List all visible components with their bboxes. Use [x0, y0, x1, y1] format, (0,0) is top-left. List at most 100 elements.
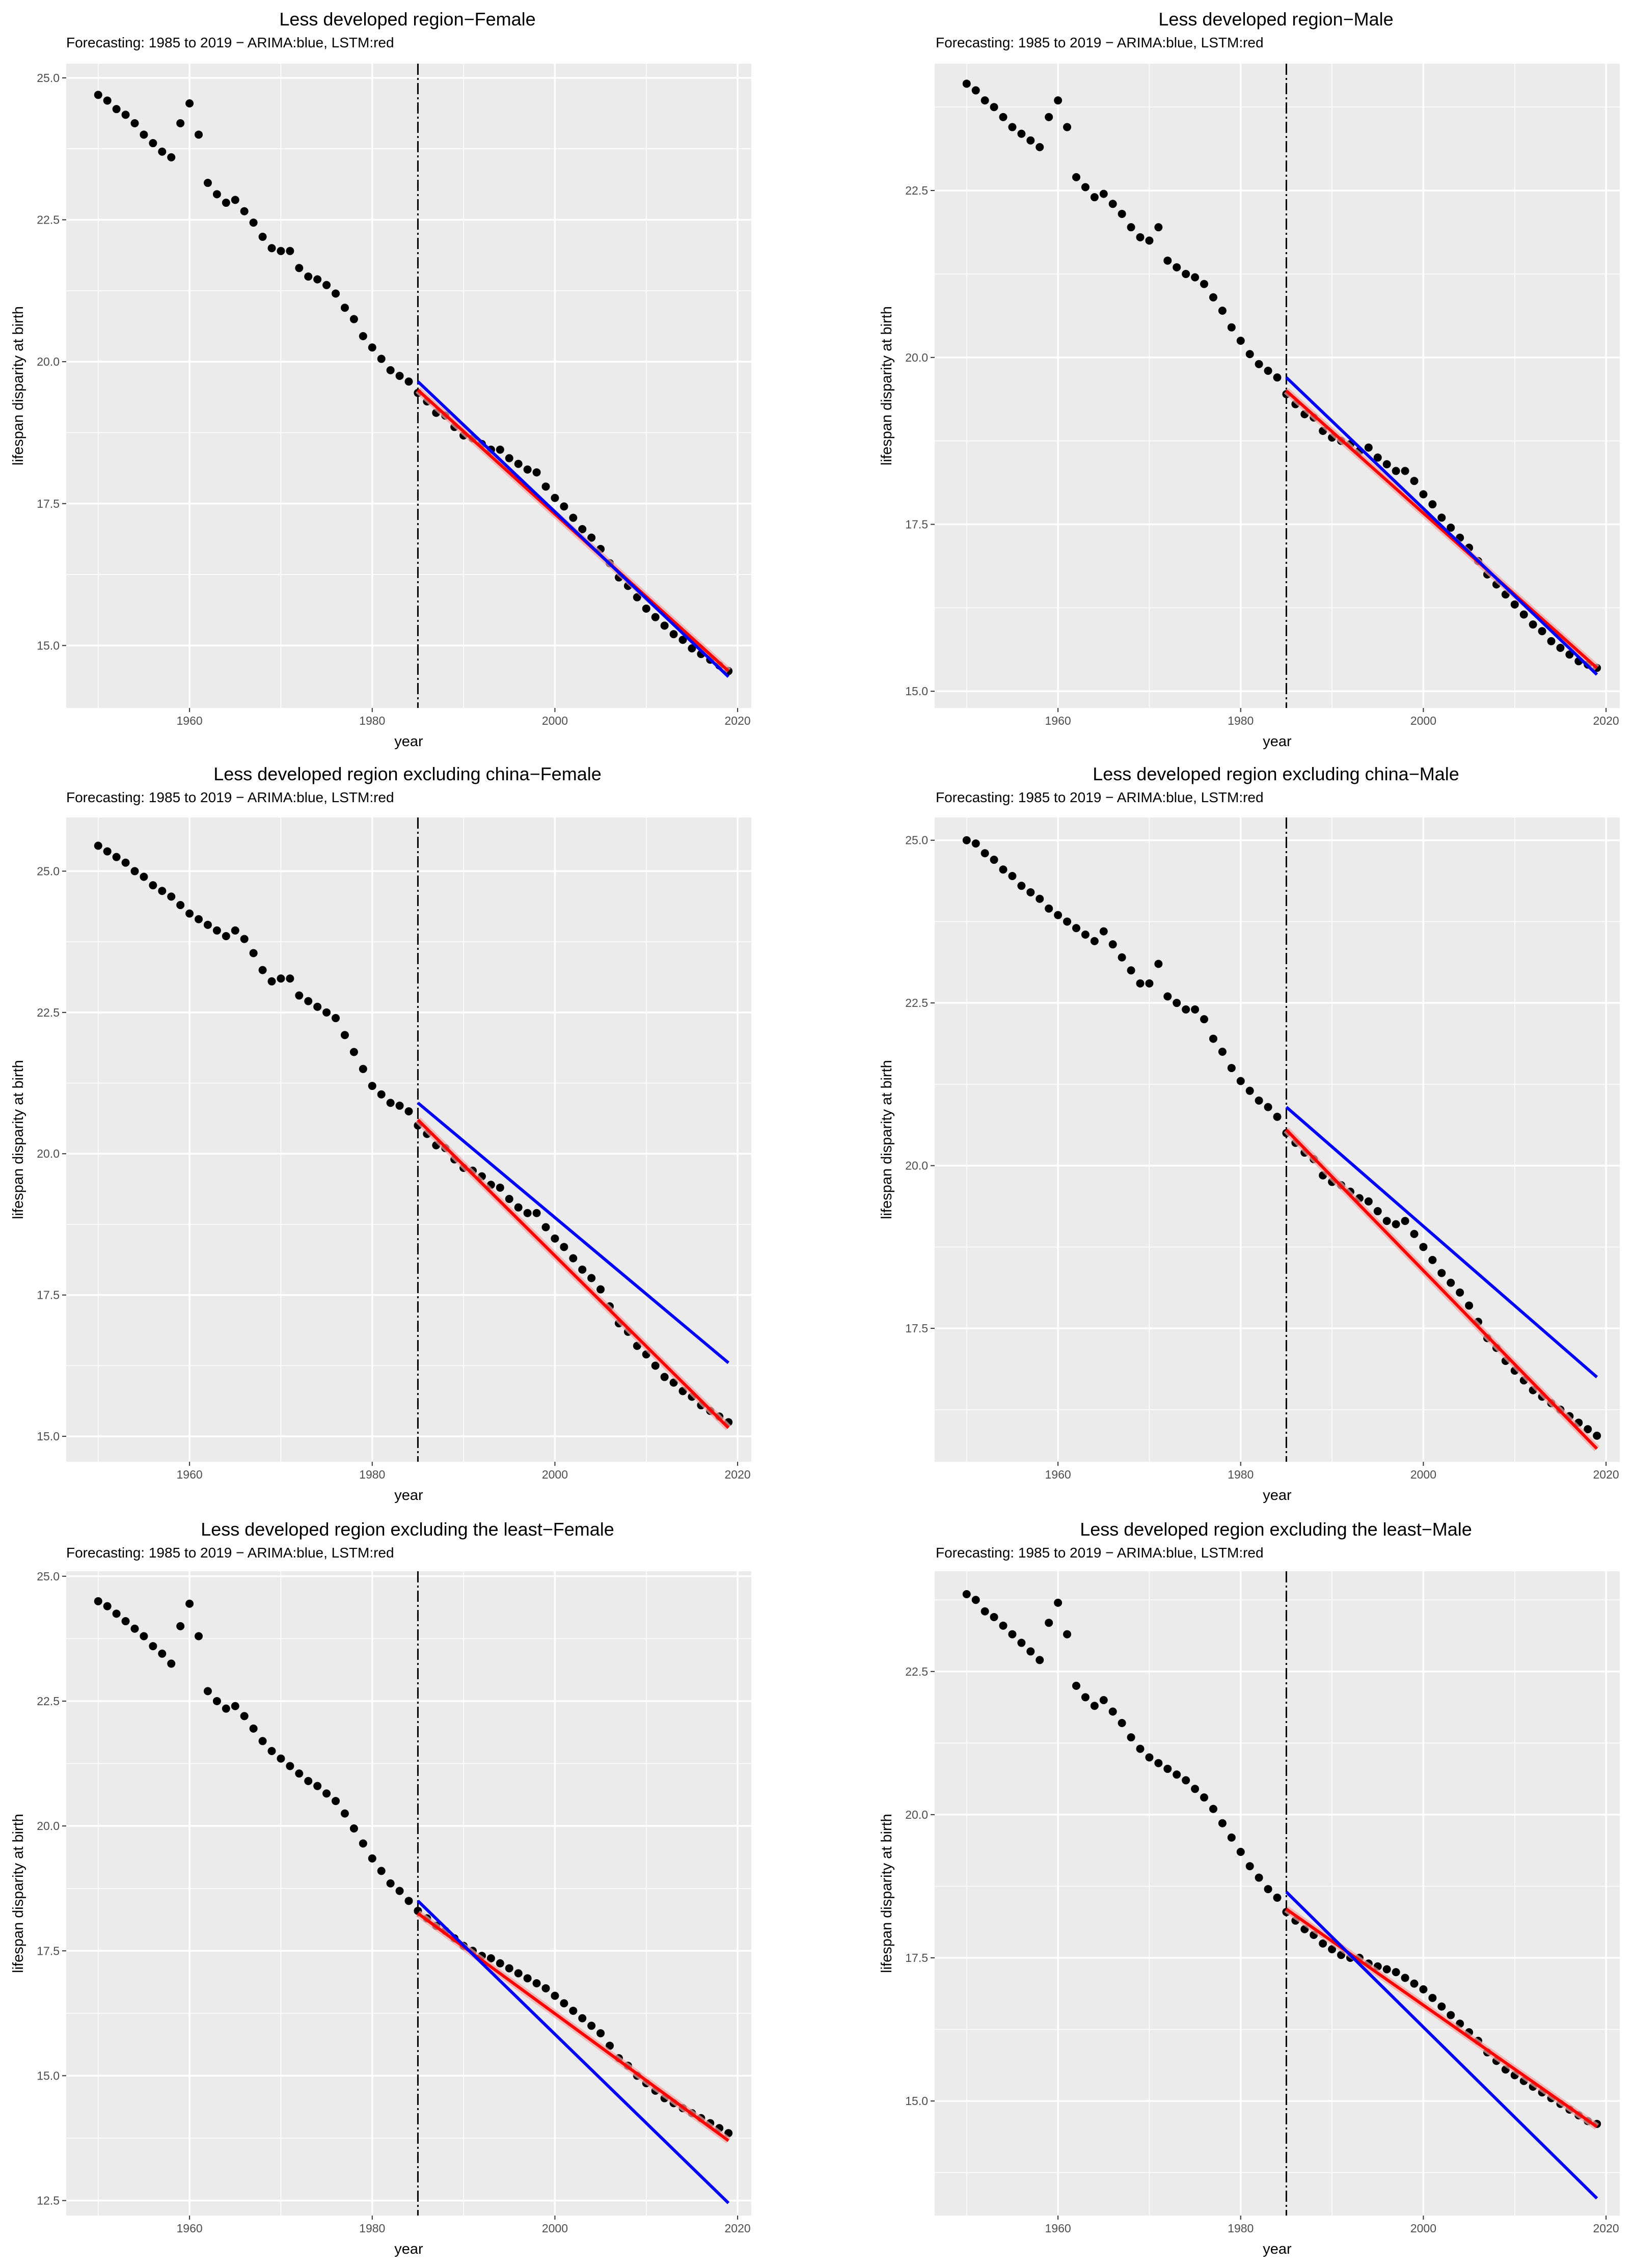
data-point [349, 1824, 358, 1833]
data-point [523, 1974, 532, 1983]
data-point [1145, 979, 1154, 988]
data-point [651, 613, 660, 621]
data-point [1519, 610, 1528, 619]
data-point [541, 1984, 550, 1992]
data-point [94, 1597, 102, 1605]
data-point [359, 1064, 367, 1073]
data-point [1538, 627, 1546, 636]
data-point [349, 1048, 358, 1056]
x-axis-label: year [1263, 1487, 1292, 1504]
data-point [1218, 1819, 1227, 1827]
data-point [1072, 1681, 1080, 1690]
data-point [322, 1008, 331, 1017]
y-tick-label: 12.5 [37, 2194, 60, 2207]
data-point [1319, 1939, 1327, 1948]
y-tick-label: 20.0 [905, 1159, 928, 1172]
data-point [1090, 1702, 1099, 1710]
x-axis-label: year [1263, 2241, 1292, 2257]
data-point [1447, 1278, 1455, 1287]
chart-subtitle: Forecasting: 1985 to 2019 − ARIMA:blue, … [936, 789, 1264, 805]
data-point [1045, 904, 1053, 913]
data-point [322, 1789, 331, 1798]
data-point [313, 1002, 322, 1011]
arima-forecast-line [1285, 1106, 1598, 1379]
data-point [158, 147, 167, 156]
data-point [368, 343, 376, 352]
data-point [1227, 323, 1236, 332]
data-point [560, 1243, 568, 1251]
data-point [377, 354, 386, 363]
data-point [286, 974, 294, 983]
data-point [999, 113, 1008, 121]
data-point [1200, 1015, 1209, 1024]
data-point [1108, 940, 1117, 949]
data-point [167, 892, 176, 901]
x-tick-label: 2000 [542, 2222, 568, 2235]
data-point [231, 1702, 239, 1710]
data-point [203, 1687, 212, 1696]
data-point [1173, 263, 1181, 271]
data-point [1154, 1759, 1163, 1767]
y-tick-label: 25.0 [37, 71, 60, 85]
data-point [295, 264, 304, 272]
data-point [1245, 1086, 1254, 1095]
x-tick-label: 1960 [177, 2222, 203, 2235]
data-point [1063, 917, 1072, 926]
data-point [295, 991, 304, 1000]
data-point [368, 1854, 376, 1863]
data-point [395, 1887, 404, 1895]
data-point [669, 630, 678, 639]
chart-panel-4: Less developed region excluding china−Ma… [879, 763, 1620, 1504]
data-point [578, 1265, 587, 1274]
data-point [1163, 1764, 1172, 1773]
data-point [1364, 443, 1373, 452]
data-point [286, 1762, 294, 1770]
data-point [222, 199, 230, 207]
data-point [1173, 999, 1181, 1007]
data-point [1245, 350, 1254, 359]
data-point [1209, 1034, 1217, 1043]
y-tick-label: 22.5 [37, 1006, 60, 1019]
data-point [258, 232, 267, 241]
arima-forecast-line [417, 1102, 730, 1364]
data-point [103, 847, 112, 856]
data-point [578, 525, 587, 533]
y-axis-label: lifespan disparity at birth [10, 1814, 26, 1973]
plot-panel [935, 64, 1620, 708]
data-point [267, 244, 276, 253]
data-point [140, 130, 148, 139]
data-point [1447, 524, 1455, 532]
data-point [340, 1809, 349, 1818]
data-point [1145, 1753, 1154, 1762]
data-point [496, 1183, 504, 1192]
y-tick-label: 20.0 [905, 351, 928, 364]
data-point [962, 79, 971, 88]
data-point [514, 1203, 523, 1212]
data-point [222, 932, 230, 941]
y-tick-label: 15.0 [37, 2069, 60, 2082]
data-point [541, 482, 550, 491]
data-point [167, 153, 176, 161]
data-point [395, 1101, 404, 1110]
y-tick-label: 20.0 [37, 355, 60, 368]
x-axis-label: year [1263, 733, 1292, 750]
chart-panel-1: Less developed region−Female Forecasting:… [10, 9, 751, 750]
data-point [1191, 1005, 1200, 1014]
data-point [1236, 1077, 1245, 1085]
data-point [149, 1642, 157, 1651]
chart-title: Less developed region excluding the leas… [201, 1519, 614, 1540]
data-point [560, 1999, 568, 2008]
data-point [121, 111, 130, 119]
data-point [981, 849, 989, 858]
data-point [523, 465, 532, 474]
data-point [990, 103, 998, 112]
data-point [1465, 1301, 1474, 1310]
x-tick-label: 2020 [1593, 1468, 1619, 1481]
x-axis-label: year [394, 733, 423, 750]
data-point [185, 909, 194, 918]
data-point [1428, 1255, 1437, 1264]
x-tick-label: 1980 [1228, 2222, 1254, 2235]
data-point [1273, 1893, 1282, 1902]
y-tick-label: 22.5 [37, 1695, 60, 1708]
data-point [267, 977, 276, 986]
